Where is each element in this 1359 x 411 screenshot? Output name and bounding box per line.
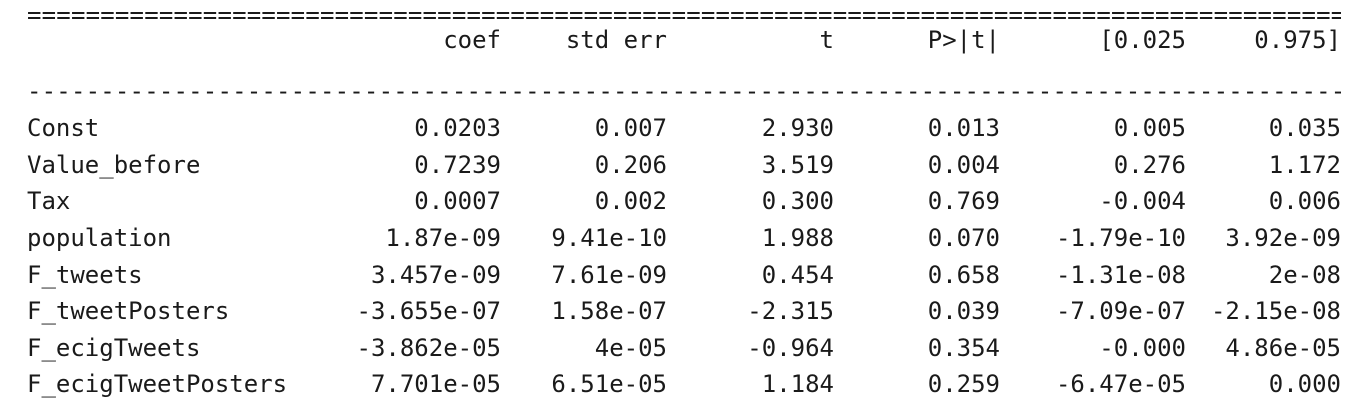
cell-ci-low: -0.004 — [1099, 187, 1186, 216]
cell-t: 0.454 — [761, 260, 834, 289]
cell-coef: 7.701e-05 — [370, 370, 501, 399]
cell-t: 1.184 — [761, 370, 834, 399]
cell-ci-high: 0.000 — [1268, 370, 1341, 399]
cell-std-err: 1.58e-07 — [551, 297, 667, 326]
table-row: F_ecigTweets -3.862e-05 4e-05 -0.964 0.354 -0… — [27, 330, 1341, 367]
cell-coef: -3.655e-07 — [356, 297, 502, 326]
cell-t: -0.964 — [747, 333, 834, 362]
cell-ci-high: 2e-08 — [1268, 260, 1341, 289]
header-row: coef std err t P>|t| [0.025 0.975] — [27, 0, 1341, 58]
cell-ci-high: 4.86e-05 — [1225, 333, 1341, 362]
table-row: F_tweetPosters -3.655e-07 1.58e-07 -2.315 0.… — [27, 293, 1341, 330]
table-row: population 1.87e-09 9.41e-10 1.988 0.070 -1.7… — [27, 220, 1341, 257]
cell-coef: 0.0007 — [414, 187, 501, 216]
cell-ci-high: -2.15e-08 — [1210, 297, 1341, 326]
header-std-err: std err — [565, 26, 667, 54]
cell-std-err: 6.51e-05 — [551, 370, 667, 399]
header-ci-low: [0.025 — [1099, 26, 1186, 54]
cell-ci-high: 3.92e-09 — [1225, 224, 1341, 253]
cell-variable: Tax — [27, 187, 71, 216]
regression-coef-table: coef std err t P>|t| [0.025 0.975] Const… — [27, 0, 1341, 403]
table-row: F_tweets 3.457e-09 7.61e-09 0.454 0.658 -1.31… — [27, 256, 1341, 293]
cell-variable: Const — [27, 114, 100, 143]
cell-p-value: 0.039 — [927, 297, 1000, 326]
cell-variable: Value_before — [27, 150, 201, 179]
cell-variable: F_ecigTweetPosters — [27, 370, 288, 399]
cell-p-value: 0.769 — [927, 187, 1000, 216]
header-ci-high: 0.975] — [1254, 26, 1341, 54]
cell-coef: 0.0203 — [414, 114, 501, 143]
cell-ci-low: -1.31e-08 — [1055, 260, 1186, 289]
rule-gap — [27, 58, 1341, 110]
cell-coef: 3.457e-09 — [370, 260, 501, 289]
cell-std-err: 9.41e-10 — [551, 224, 667, 253]
cell-std-err: 4e-05 — [594, 333, 667, 362]
cell-std-err: 0.206 — [594, 150, 667, 179]
cell-coef: 0.7239 — [414, 150, 501, 179]
header-t: t — [819, 26, 834, 54]
cell-coef: -3.862e-05 — [356, 333, 502, 362]
header-coef: coef — [443, 26, 501, 54]
table-row: Tax 0.0007 0.002 0.300 0.769 -0.004 0.006 — [27, 183, 1341, 220]
cell-std-err: 0.002 — [594, 187, 667, 216]
cell-ci-low: -6.47e-05 — [1055, 370, 1186, 399]
table-row: Value_before 0.7239 0.206 3.519 0.004 0.276 1.… — [27, 147, 1341, 184]
header-rule: ----------------------------------------… — [27, 80, 1341, 102]
cell-t: 0.300 — [761, 187, 834, 216]
cell-ci-low: -1.79e-10 — [1055, 224, 1186, 253]
cell-p-value: 0.354 — [927, 333, 1000, 362]
header-p-value: P>|t| — [927, 26, 1000, 54]
cell-p-value: 0.259 — [927, 370, 1000, 399]
cell-variable: F_tweetPosters — [27, 297, 230, 326]
cell-std-err: 0.007 — [594, 114, 667, 143]
cell-p-value: 0.004 — [927, 150, 1000, 179]
cell-t: -2.315 — [747, 297, 834, 326]
table-row: Const 0.0203 0.007 2.930 0.013 0.005 0.035 — [27, 110, 1341, 147]
cell-ci-high: 1.172 — [1268, 150, 1341, 179]
cell-variable: F_ecigTweets — [27, 333, 201, 362]
cell-ci-low: 0.276 — [1113, 150, 1186, 179]
cell-ci-high: 0.035 — [1268, 114, 1341, 143]
cell-p-value: 0.070 — [927, 224, 1000, 253]
cell-variable: population — [27, 224, 172, 253]
top-rule: ========================================… — [27, 4, 1341, 26]
cell-coef: 1.87e-09 — [385, 224, 501, 253]
cell-ci-high: 0.006 — [1268, 187, 1341, 216]
header-label-blank — [27, 0, 317, 58]
cell-p-value: 0.013 — [927, 114, 1000, 143]
cell-std-err: 7.61e-09 — [551, 260, 667, 289]
cell-ci-low: -7.09e-07 — [1055, 297, 1186, 326]
cell-ci-low: 0.005 — [1113, 114, 1186, 143]
cell-t: 1.988 — [761, 224, 834, 253]
cell-ci-low: -0.000 — [1099, 333, 1186, 362]
cell-t: 2.930 — [761, 114, 834, 143]
cell-variable: F_tweets — [27, 260, 143, 289]
table-row: F_ecigTweetPosters 7.701e-05 6.51e-05 1.184… — [27, 366, 1341, 403]
cell-t: 3.519 — [761, 150, 834, 179]
cell-p-value: 0.658 — [927, 260, 1000, 289]
